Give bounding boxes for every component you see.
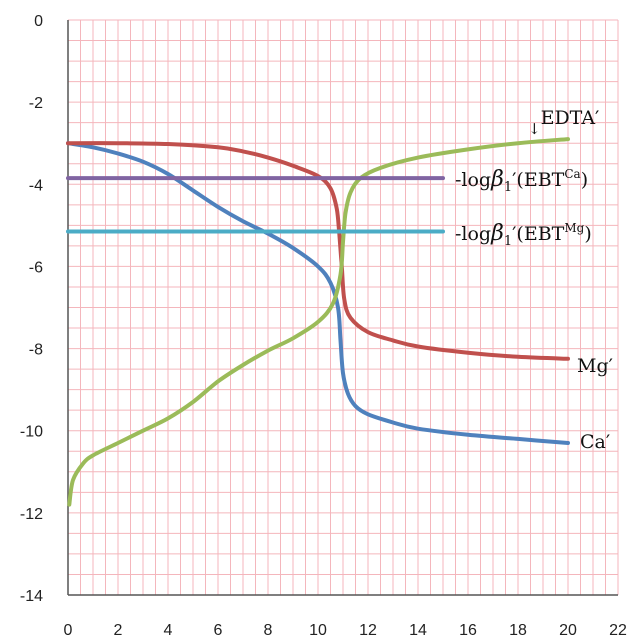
x-tick-label: 16 (459, 622, 477, 639)
y-tick-label: -4 (29, 177, 43, 194)
ebt-mg-close: ) (584, 223, 591, 245)
y-tick-label: -2 (29, 95, 43, 112)
x-tick-label: 18 (509, 622, 527, 639)
ebt-mg-sup: Mg (564, 221, 584, 235)
series-line (66, 141, 570, 361)
x-tick-label: 22 (609, 622, 627, 639)
mg-label: Mg′ (577, 355, 613, 377)
y-tick-label: -6 (29, 259, 43, 276)
x-tick-label: 8 (264, 622, 273, 639)
x-tick-label: 0 (64, 622, 73, 639)
x-tick-label: 12 (359, 622, 377, 639)
x-tick-label: 14 (409, 622, 427, 639)
x-tick-label: 4 (164, 622, 173, 639)
ebt-mg-ebt: ′(EBT (512, 223, 565, 245)
y-tick-label: -8 (29, 342, 43, 359)
ebt-mg-beta: β (490, 221, 504, 246)
ebt-ca-sub: 1 (504, 180, 512, 195)
series-line (67, 137, 570, 507)
ebt-ca-close: ) (581, 169, 588, 191)
ebt-ca-label: -logβ1′(EBTCa) (455, 167, 588, 195)
x-tick-label: 10 (309, 622, 327, 639)
edta-text: EDTA (541, 107, 596, 129)
y-tick-label: 0 (34, 13, 43, 30)
edta-arrow: ↓ (528, 120, 541, 138)
ebt-ca-beta: β (490, 167, 504, 192)
x-tick-label: 20 (559, 622, 577, 639)
curve-labels: ↓EDTA′ -logβ1′(EBTCa) -logβ1′(EBTMg) Mg′… (455, 107, 613, 453)
ebt-mg-label: -logβ1′(EBTMg) (455, 221, 592, 249)
x-tick-label: 6 (214, 622, 223, 639)
y-tick-label: -12 (20, 506, 43, 523)
series-layer (66, 137, 570, 507)
edta-prime: ′ (595, 107, 599, 129)
ebt-mg-neglog: -log (455, 223, 491, 245)
x-tick-label: 2 (114, 622, 123, 639)
series-line (66, 141, 570, 445)
y-tick-label: -10 (20, 424, 43, 441)
ebt-mg-sub: 1 (504, 234, 512, 249)
y-tick-labels: 0 -2 -4 -6 -8 -10 -12 -14 (20, 13, 43, 605)
y-tick-label: -14 (20, 588, 43, 605)
grid (67, 19, 619, 596)
x-tick-labels: 0 2 4 6 8 10 12 14 16 18 20 22 (64, 622, 627, 639)
ca-label: Ca′ (580, 431, 610, 453)
ebt-ca-ebt: ′(EBT (512, 169, 565, 191)
edta-label: ↓EDTA′ (528, 107, 599, 138)
ebt-ca-neglog: -log (455, 169, 491, 191)
ebt-ca-sup: Ca (564, 167, 580, 181)
